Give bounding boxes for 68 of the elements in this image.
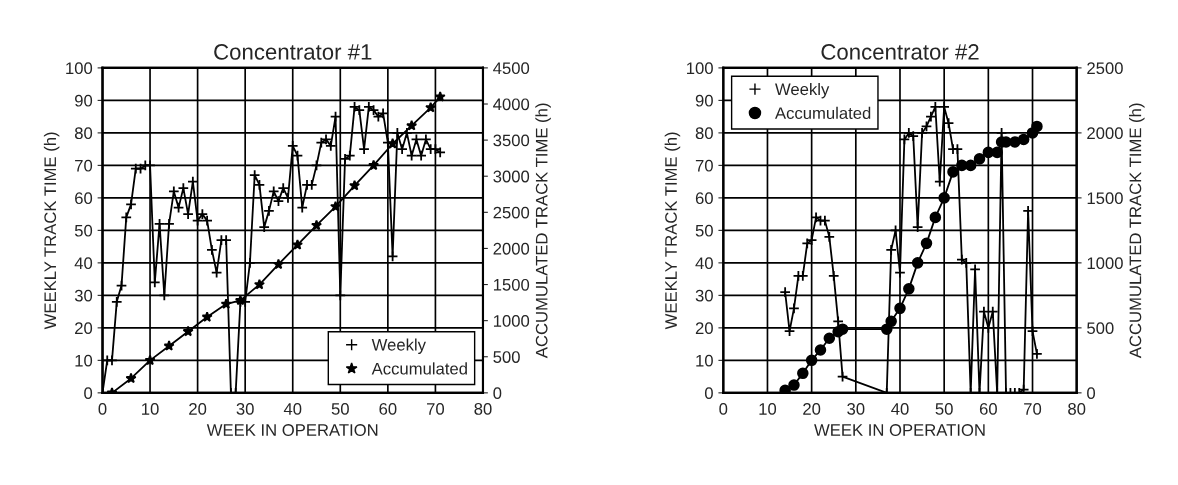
y2-tick-label: 3000 (493, 170, 530, 183)
y2-tick-label: 0 (1087, 387, 1096, 400)
legend-label: Accumulated (774, 106, 871, 120)
x-tick-label: 10 (759, 403, 777, 415)
x-axis-title: WEEK IN OPERATION (814, 424, 985, 436)
y2-tick-label: 4500 (493, 62, 530, 75)
x-tick-label: 30 (847, 403, 865, 415)
y2-tick-label: 2000 (493, 242, 530, 255)
y2-tick-label: 1000 (493, 315, 530, 327)
x-tick-label: 30 (236, 403, 254, 415)
y-tick-label: 30 (695, 289, 713, 302)
y-tick-label: 40 (74, 257, 93, 270)
y2-tick-label: 3500 (493, 134, 530, 147)
x-tick-label: 10 (142, 403, 159, 415)
y2-tick-label: 0 (493, 387, 502, 400)
y-tick-label: 20 (75, 322, 93, 335)
y-tick-label: 20 (695, 322, 713, 335)
x-tick-label: 70 (427, 403, 445, 415)
x-tick-label: 0 (719, 403, 728, 415)
x-tick-label: 40 (891, 403, 909, 415)
chart-title: Concentrator #2 (821, 44, 979, 60)
y2-tick-label: 1000 (1087, 257, 1123, 270)
y2-axis-title: ACCUMULATED TRACK TIME (h) (535, 103, 551, 359)
y2-axis-title: ACCUMULATED TRACK TIME (h) (1129, 103, 1145, 359)
x-tick-label: 40 (283, 403, 302, 415)
x-tick-label: 50 (331, 403, 349, 415)
y2-tick-label: 500 (1087, 322, 1114, 335)
y-tick-label: 40 (695, 257, 713, 270)
y2-tick-label: 500 (493, 351, 520, 363)
y2-tick-label: 1500 (1087, 192, 1123, 205)
x-tick-label: 20 (189, 403, 207, 415)
y-tick-label: 100 (687, 62, 713, 75)
y-tick-label: 0 (704, 387, 713, 400)
y-tick-label: 70 (75, 159, 93, 172)
y2-tick-label: 2500 (493, 206, 530, 219)
legend-label: Accumulated (371, 362, 467, 375)
y-tick-label: 90 (695, 94, 713, 107)
y-tick-label: 0 (84, 387, 93, 400)
y-tick-label: 60 (695, 192, 713, 205)
x-tick-label: 50 (935, 403, 953, 415)
y-tick-label: 100 (66, 62, 93, 75)
y-axis-title: WEEKLY TRACK TIME (h) (664, 132, 681, 330)
x-tick-label: 70 (1024, 403, 1042, 415)
y-tick-label: 50 (695, 224, 713, 237)
y-tick-label: 70 (695, 159, 713, 172)
y-tick-label: 10 (696, 354, 713, 367)
y2-tick-label: 1500 (493, 278, 530, 291)
y-tick-label: 80 (695, 127, 713, 140)
y-tick-label: 60 (75, 192, 93, 205)
legend-label: Weekly (371, 338, 426, 354)
y-axis-title: WEEKLY TRACK TIME (h) (43, 132, 60, 330)
y-tick-label: 50 (74, 224, 93, 237)
y-tick-label: 80 (74, 127, 93, 140)
chart-title: Concentrator #1 (214, 44, 372, 60)
x-tick-label: 20 (803, 403, 821, 415)
x-tick-label: 60 (379, 403, 397, 415)
y2-tick-label: 4000 (493, 98, 530, 111)
y-tick-label: 90 (75, 94, 93, 107)
x-tick-label: 80 (1068, 403, 1086, 415)
x-tick-label: 60 (979, 403, 997, 415)
y2-tick-label: 2500 (1087, 62, 1123, 75)
x-axis-title: WEEK IN OPERATION (206, 424, 378, 436)
x-tick-label: 0 (98, 403, 107, 415)
x-tick-label: 80 (474, 403, 492, 415)
y2-tick-label: 2000 (1087, 127, 1123, 140)
y-tick-label: 10 (75, 354, 93, 367)
legend-label: Weekly (775, 82, 830, 99)
y-tick-label: 30 (74, 289, 93, 302)
